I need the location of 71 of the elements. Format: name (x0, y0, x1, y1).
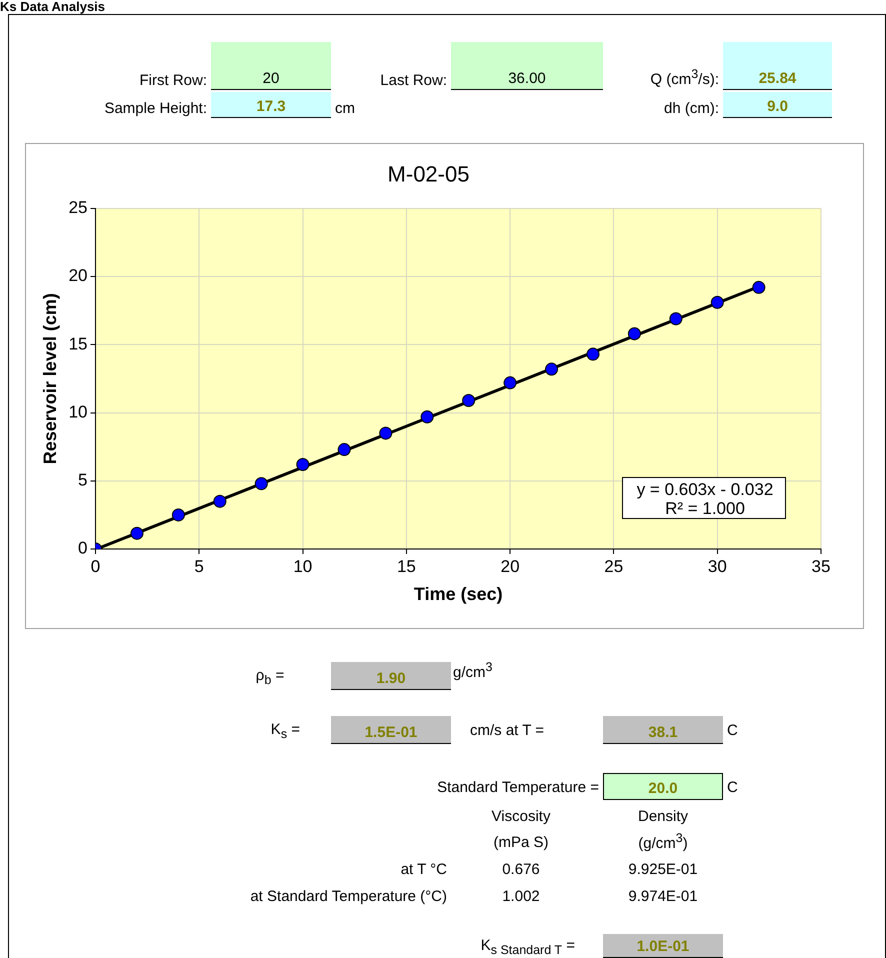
text: ρ$_{b}$ = (256, 666, 284, 687)
x-tick-label: 20 (500, 556, 520, 576)
text: 17.3 (256, 98, 286, 115)
y-tick-label: 10 (68, 402, 88, 422)
annotation: R² = 1.000 (665, 498, 745, 518)
point (752, 280, 766, 294)
text: Density (638, 808, 688, 824)
text: K$_{s Standard T}$ = (480, 936, 575, 957)
text: g/cm$^{3}$ (453, 660, 492, 680)
x-tick-label: 30 (708, 556, 727, 576)
x-tick-label: 25 (604, 556, 624, 576)
point (296, 458, 310, 472)
point (628, 327, 641, 340)
text: 9.0 (767, 98, 788, 115)
point (130, 526, 144, 540)
y-tick-label: 25 (68, 198, 88, 218)
text: 9.925E-01 (628, 860, 698, 878)
equation-box: y = 0.603x - 0.032 R² = 1.000 (622, 477, 786, 519)
y-axis-title: Reservoir level (cm) (40, 293, 60, 464)
text: Sample Height: (104, 100, 207, 116)
text: dh (cm): (664, 100, 719, 116)
text: Last Row: (380, 72, 447, 88)
x-axis-title: Time (sec) (414, 584, 503, 604)
text: (g/cm$^{3}$) (638, 830, 688, 852)
text: cm (335, 100, 355, 116)
text: 1.90 (376, 670, 406, 687)
text: First Row: (140, 72, 207, 88)
text: 36.00 (508, 70, 546, 87)
text: 0.676 (502, 860, 540, 878)
point (586, 348, 600, 361)
point (379, 426, 392, 440)
text: Standard Temperature = (437, 778, 599, 796)
text: 20.0 (648, 780, 678, 797)
text: 9.974E-01 (628, 888, 698, 904)
text: K$_{s}$ = (270, 720, 300, 741)
text: at T °C (400, 860, 447, 878)
point (504, 376, 517, 390)
text: 1.0E-01 (636, 938, 690, 955)
text: 38.1 (648, 724, 678, 741)
point (254, 477, 268, 490)
text: 1.5E-01 (364, 724, 418, 741)
text: 25.84 (758, 70, 796, 87)
text: Ks Data Analysis (0, 0, 106, 14)
x-tick-label: 35 (812, 556, 830, 576)
y-tick-label: 20 (68, 266, 88, 286)
point (669, 312, 682, 326)
point (420, 410, 434, 424)
text: C (727, 722, 738, 738)
point (710, 296, 724, 309)
annotation: y = 0.603x - 0.032 (636, 480, 774, 498)
point (462, 394, 476, 407)
y-tick-label: 0 (78, 538, 88, 558)
text: Q (cm$^{3}$/s): (650, 66, 719, 88)
text: 20 (262, 70, 280, 87)
text: 1.002 (502, 888, 540, 904)
chart-title: M-02-05 (388, 161, 470, 186)
x-tick-label: 5 (194, 556, 204, 576)
x-tick-label: 15 (396, 556, 416, 576)
point (545, 362, 558, 376)
text: at Standard Temperature (°C) (250, 888, 447, 904)
x-tick-label: 10 (293, 556, 312, 576)
point (172, 508, 185, 522)
text: C (727, 778, 738, 796)
y-tick-label: 5 (78, 470, 88, 490)
point (338, 443, 351, 456)
point (213, 494, 226, 508)
x-tick-label: 0 (90, 556, 100, 576)
y-tick-label: 15 (68, 334, 88, 354)
text: Viscosity (492, 808, 550, 824)
text: cm/s at T = (470, 722, 544, 738)
text: (mPa S) (493, 834, 548, 850)
